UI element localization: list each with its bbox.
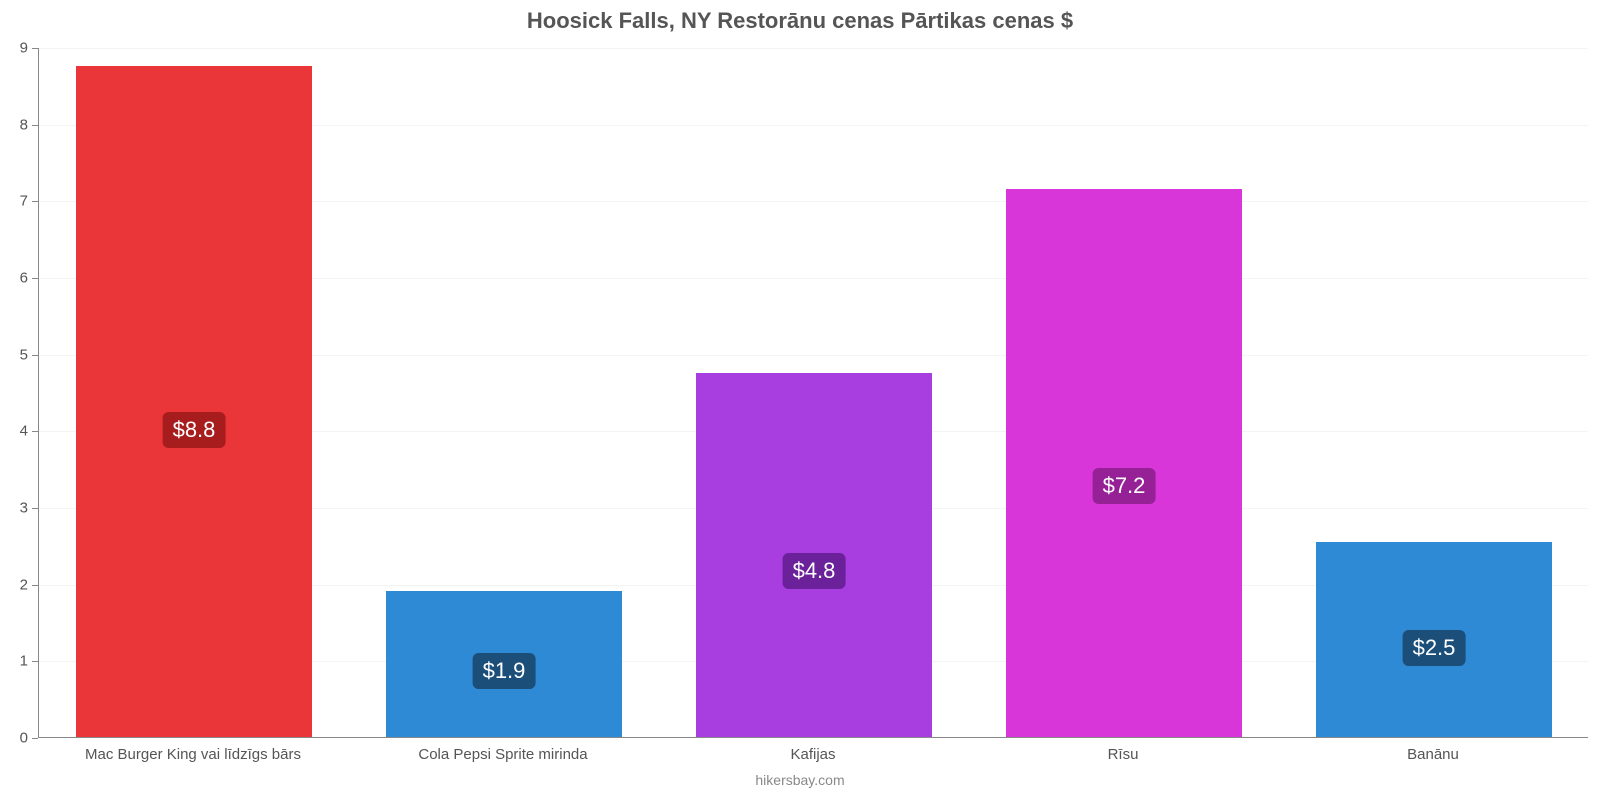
xtick-label: Kafijas (790, 746, 835, 763)
ytick-mark (32, 278, 38, 279)
bar-value-label: $7.2 (1093, 468, 1156, 504)
bar (76, 66, 312, 737)
ytick-mark (32, 125, 38, 126)
chart-title: Hoosick Falls, NY Restorānu cenas Pārtik… (0, 8, 1600, 34)
ytick-label: 7 (0, 193, 28, 210)
ytick-label: 1 (0, 653, 28, 670)
gridline (39, 48, 1588, 49)
xtick-label: Cola Pepsi Sprite mirinda (418, 746, 587, 763)
ytick-label: 6 (0, 270, 28, 287)
ytick-label: 4 (0, 423, 28, 440)
bar-value-label: $8.8 (163, 412, 226, 448)
ytick-label: 3 (0, 500, 28, 517)
ytick-label: 5 (0, 346, 28, 363)
xtick-label: Rīsu (1108, 746, 1139, 763)
ytick-label: 2 (0, 576, 28, 593)
plot-area: $8.8 $1.9 $4.8 $7.2 $2.5 (38, 48, 1588, 738)
xtick-label: Mac Burger King vai līdzīgs bārs (85, 746, 301, 763)
ytick-mark (32, 431, 38, 432)
bar-value-label: $1.9 (473, 653, 536, 689)
ytick-label: 0 (0, 730, 28, 747)
ytick-mark (32, 661, 38, 662)
ytick-mark (32, 355, 38, 356)
ytick-mark (32, 585, 38, 586)
ytick-label: 9 (0, 40, 28, 57)
ytick-label: 8 (0, 116, 28, 133)
ytick-mark (32, 508, 38, 509)
bar-value-label: $2.5 (1403, 630, 1466, 666)
bar (1006, 189, 1242, 737)
ytick-mark (32, 48, 38, 49)
xtick-label: Banānu (1407, 746, 1459, 763)
ytick-mark (32, 738, 38, 739)
ytick-mark (32, 201, 38, 202)
bar-value-label: $4.8 (783, 553, 846, 589)
price-chart: Hoosick Falls, NY Restorānu cenas Pārtik… (0, 0, 1600, 800)
chart-footer: hikersbay.com (0, 772, 1600, 788)
